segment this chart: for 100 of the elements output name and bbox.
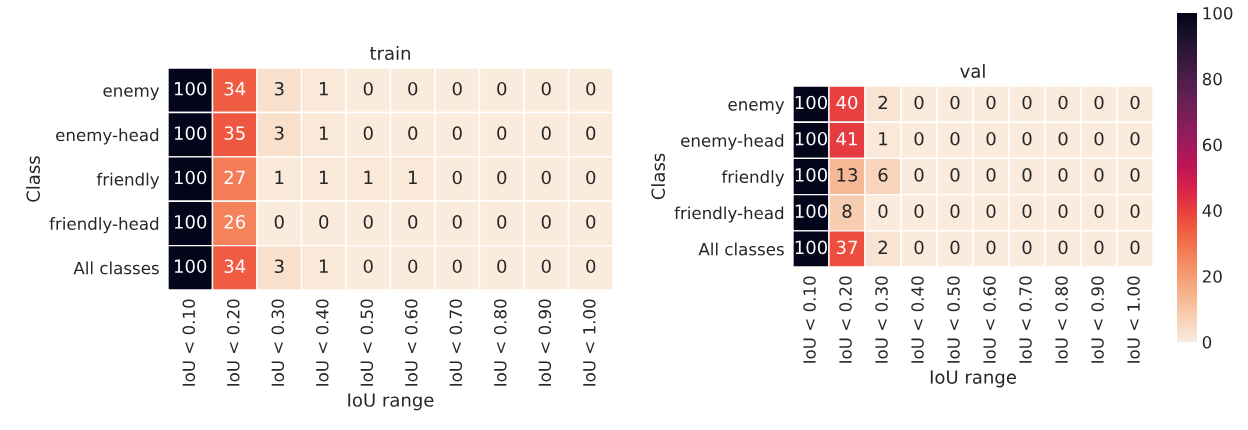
data-label: 0 xyxy=(1022,240,1032,255)
data-label: 0 xyxy=(1130,204,1140,218)
x-tick-label: IoU < 0.70 xyxy=(1019,276,1032,363)
data-label: 0 xyxy=(950,240,960,255)
data-label: 0 xyxy=(1130,168,1140,182)
data-label: 100 xyxy=(174,170,207,185)
data-label: 0 xyxy=(914,240,924,255)
data-label: 6 xyxy=(878,168,888,182)
data-label: 3 xyxy=(274,81,284,96)
data-label: 3 xyxy=(274,259,284,274)
data-label: 0 xyxy=(363,215,373,229)
data-label: 0 xyxy=(878,204,888,218)
data-label: 13 xyxy=(837,168,858,182)
chart-title: val xyxy=(960,63,985,78)
data-label: 0 xyxy=(1130,240,1140,255)
data-label: 0 xyxy=(950,204,960,218)
data-label: 0 xyxy=(452,259,462,274)
y-tick-label: friendly-head xyxy=(49,217,159,234)
data-label: 0 xyxy=(1058,204,1068,218)
y-tick-label: All classes xyxy=(698,242,784,256)
data-label: 0 xyxy=(586,81,596,96)
data-label: 0 xyxy=(1094,240,1104,255)
data-label: 0 xyxy=(914,168,924,182)
data-label: 0 xyxy=(541,81,551,96)
y-tick-label: friendly xyxy=(96,172,160,189)
data-label: 0 xyxy=(452,170,462,185)
data-label: 0 xyxy=(497,126,507,140)
data-label: 0 xyxy=(586,126,596,140)
data-label: 0 xyxy=(1094,204,1104,218)
y-tick-label: All classes xyxy=(73,261,159,275)
data-label: 0 xyxy=(914,204,924,218)
data-label: 1 xyxy=(364,170,373,185)
data-label: 0 xyxy=(408,126,418,140)
data-label: 0 xyxy=(1094,168,1104,182)
x-tick-label: IoU < 0.60 xyxy=(404,299,418,386)
data-label: 0 xyxy=(1022,131,1032,146)
x-tick-label: IoU < 0.90 xyxy=(538,299,552,386)
x-tick-label: IoU < 0.70 xyxy=(449,299,463,386)
x-tick-label: IoU < 0.30 xyxy=(271,299,285,386)
x-axis-title: IoU range xyxy=(348,393,434,411)
data-label: 3 xyxy=(274,126,284,140)
data-label: 0 xyxy=(497,215,507,229)
color-bar-label: 100 xyxy=(1203,6,1233,20)
color-bar-label: 20 xyxy=(1202,270,1222,283)
data-label: 100 xyxy=(795,168,828,182)
data-label: 0 xyxy=(986,168,996,182)
data-label: 0 xyxy=(1058,240,1068,255)
data-label: 0 xyxy=(1022,95,1032,110)
data-label: 35 xyxy=(224,126,245,140)
data-label: 0 xyxy=(1094,131,1104,146)
data-label: 0 xyxy=(986,95,996,110)
data-label: 0 xyxy=(274,215,284,229)
data-label: 0 xyxy=(452,81,462,96)
x-tick-label: IoU < 0.20 xyxy=(839,276,852,363)
data-label: 100 xyxy=(174,215,207,229)
y-tick-label: enemy xyxy=(728,101,785,114)
x-tick-label: IoU < 0.60 xyxy=(983,276,996,363)
data-label: 0 xyxy=(363,81,373,96)
data-label: 0 xyxy=(408,81,418,96)
color-bar-label: 80 xyxy=(1202,72,1222,86)
data-label: 0 xyxy=(1058,168,1068,182)
data-label: 0 xyxy=(452,126,462,140)
data-label: 1 xyxy=(319,259,328,273)
x-tick-label: IoU < 0.10 xyxy=(803,276,816,363)
data-label: 0 xyxy=(586,170,596,185)
data-label: 0 xyxy=(950,131,960,146)
data-label: 0 xyxy=(363,126,373,140)
x-tick-label: IoU < 1.00 xyxy=(1127,276,1140,363)
data-label: 0 xyxy=(586,259,596,274)
data-label: 0 xyxy=(950,95,960,110)
x-tick-label: IoU < 0.80 xyxy=(493,299,507,386)
data-label: 0 xyxy=(497,81,507,96)
data-label: 0 xyxy=(408,259,418,274)
color-bar-label: 0 xyxy=(1202,335,1212,349)
data-label: 0 xyxy=(1058,95,1068,110)
data-label: 1 xyxy=(319,170,328,185)
data-label: 26 xyxy=(224,215,246,229)
y-tick-label: enemy xyxy=(103,87,160,101)
x-tick-label: IoU < 0.80 xyxy=(1055,276,1068,363)
data-label: 1 xyxy=(319,126,328,140)
data-label: 0 xyxy=(541,170,551,185)
data-label: 0 xyxy=(914,95,924,110)
data-label: 0 xyxy=(541,259,551,274)
data-label: 2 xyxy=(878,240,887,254)
x-tick-label: IoU < 0.50 xyxy=(947,276,960,363)
data-label: 1 xyxy=(408,170,417,185)
data-label: 0 xyxy=(319,215,329,229)
data-label: 0 xyxy=(1130,131,1140,146)
x-tick-label: IoU < 0.10 xyxy=(182,299,196,386)
data-label: 0 xyxy=(541,215,551,229)
data-label: 0 xyxy=(363,259,373,274)
data-label: 100 xyxy=(174,259,207,274)
y-tick-label: friendly-head xyxy=(674,206,784,223)
data-label: 100 xyxy=(174,126,207,140)
data-label: 1 xyxy=(879,132,888,146)
color-bar-label: 40 xyxy=(1202,204,1222,217)
x-tick-label: IoU < 1.00 xyxy=(582,299,596,386)
x-tick-label: IoU < 0.30 xyxy=(875,276,888,363)
chart-title: train xyxy=(369,46,410,61)
data-label: 8 xyxy=(842,204,852,218)
